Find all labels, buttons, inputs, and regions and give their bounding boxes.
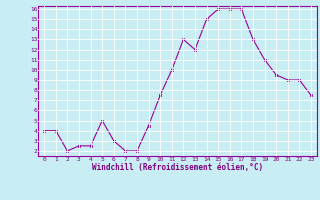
X-axis label: Windchill (Refroidissement éolien,°C): Windchill (Refroidissement éolien,°C) xyxy=(92,163,263,172)
